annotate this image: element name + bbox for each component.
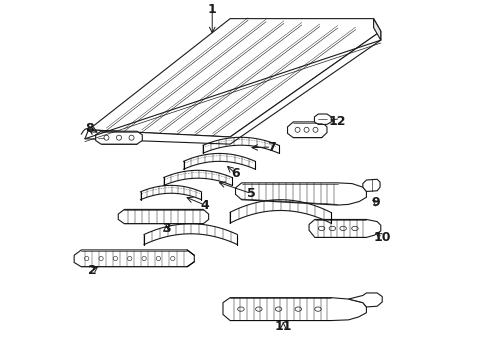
Polygon shape bbox=[88, 19, 380, 137]
Text: 4: 4 bbox=[200, 199, 209, 212]
Polygon shape bbox=[96, 131, 142, 144]
Polygon shape bbox=[235, 183, 366, 205]
Text: 5: 5 bbox=[247, 187, 256, 200]
Polygon shape bbox=[348, 293, 382, 307]
Polygon shape bbox=[308, 220, 380, 237]
Text: 9: 9 bbox=[370, 196, 379, 209]
Polygon shape bbox=[74, 250, 194, 267]
Polygon shape bbox=[287, 122, 326, 138]
Polygon shape bbox=[362, 179, 379, 192]
Text: 1: 1 bbox=[207, 3, 216, 16]
Text: 10: 10 bbox=[373, 231, 390, 244]
Polygon shape bbox=[373, 19, 380, 40]
Polygon shape bbox=[85, 31, 380, 144]
Text: 7: 7 bbox=[266, 140, 275, 153]
Text: 2: 2 bbox=[87, 264, 96, 277]
Text: 3: 3 bbox=[162, 222, 170, 235]
Polygon shape bbox=[223, 298, 366, 320]
Text: 11: 11 bbox=[274, 320, 291, 333]
Text: 12: 12 bbox=[327, 116, 345, 129]
Polygon shape bbox=[118, 210, 208, 224]
Text: 8: 8 bbox=[85, 122, 94, 135]
Text: 6: 6 bbox=[231, 167, 239, 180]
Polygon shape bbox=[314, 114, 330, 125]
